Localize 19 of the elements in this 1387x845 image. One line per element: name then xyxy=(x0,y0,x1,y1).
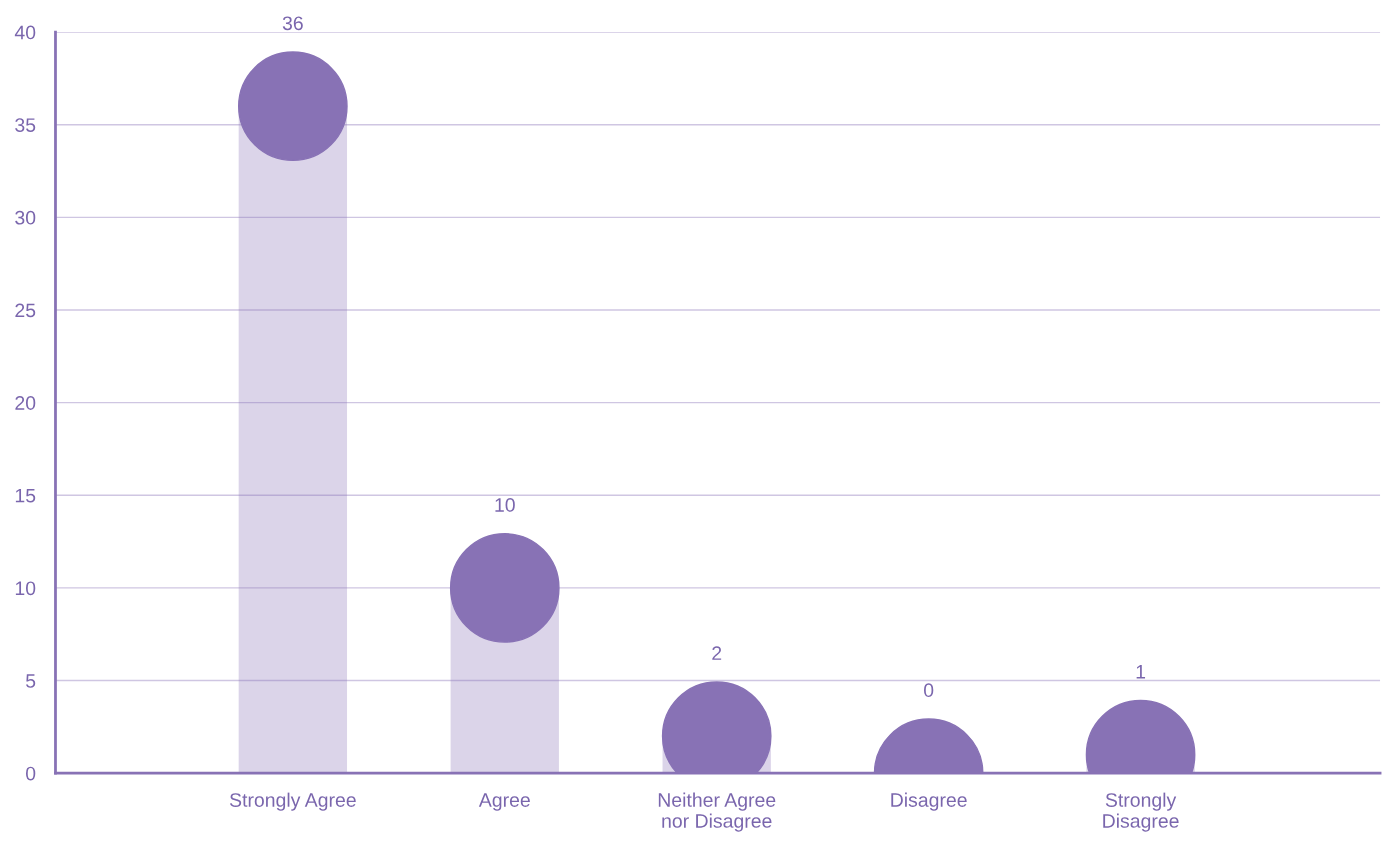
y-tick-label: 5 xyxy=(26,674,36,688)
y-tick-label: 40 xyxy=(14,25,36,40)
y-tick-label: 30 xyxy=(15,210,36,225)
y-tick-label: 0 xyxy=(25,766,36,781)
data-label: 10 xyxy=(495,498,515,512)
y-tick-label: 35 xyxy=(15,118,36,132)
data-label: 1 xyxy=(1136,665,1146,679)
y-tick-label: 10 xyxy=(15,581,36,596)
x-tick-label: Strongly Disagree xyxy=(1103,792,1179,832)
y-tick-label: 15 xyxy=(15,488,36,503)
y-tick-label: 25 xyxy=(15,303,36,318)
data-label: 2 xyxy=(712,646,722,660)
x-tick-label: Disagree xyxy=(891,792,967,811)
data-label: 36 xyxy=(282,16,303,31)
data-label: 0 xyxy=(924,683,934,698)
x-tick-label: Strongly Agree xyxy=(229,792,356,811)
x-tick-label: Agree xyxy=(478,793,530,811)
y-tick-label: 20 xyxy=(15,396,36,410)
x-tick-label: Neither Agree nor Disagree xyxy=(658,792,776,832)
